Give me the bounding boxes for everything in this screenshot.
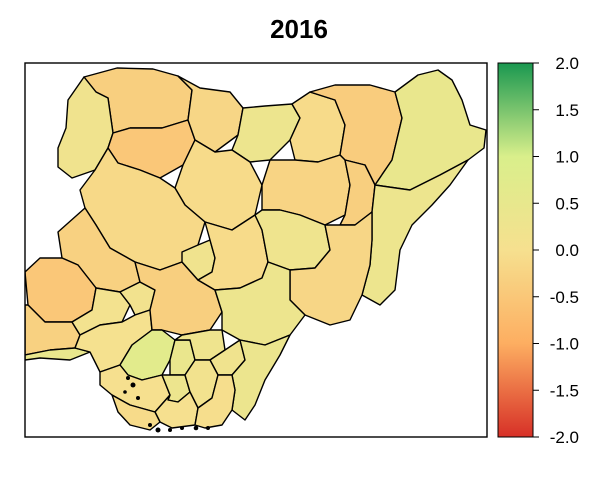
chart-title: 2016 — [270, 14, 328, 44]
region-taraba — [289, 211, 373, 326]
coastline-detail — [123, 376, 210, 433]
colorbar-tick-label: -1.5 — [550, 381, 579, 400]
region-bayelsa — [111, 394, 161, 431]
region-akwa-ibom — [194, 374, 236, 429]
colorbar-tick-label: -0.5 — [550, 288, 579, 307]
colorbar-tick-label: 0.5 — [555, 194, 579, 213]
region-cross-river — [231, 334, 291, 421]
colorbar-tick-label: 1.0 — [555, 148, 579, 167]
colorbar-tick-label: -1.0 — [550, 335, 579, 354]
region-borno — [374, 69, 487, 191]
region-rivers — [154, 391, 199, 429]
region-kebbi — [57, 76, 114, 179]
region-lagos — [25, 347, 91, 361]
colorbar: 2.0 1.5 1.0 0.5 0.0 -0.5 -1.0 -1.5 -2.0 — [497, 54, 579, 447]
colorbar-tick-label: -2.0 — [550, 428, 579, 447]
map-frame — [24, 62, 488, 438]
colorbar-gradient — [497, 62, 534, 438]
map-panel — [25, 67, 487, 433]
colorbar-tick-label: 0.0 — [555, 241, 579, 260]
colorbar-ticks: 2.0 1.5 1.0 0.5 0.0 -0.5 -1.0 -1.5 -2.0 — [533, 54, 579, 447]
region-kano — [231, 103, 301, 163]
colorbar-tick-label: 1.5 — [555, 101, 579, 120]
region-katsina — [177, 75, 244, 153]
colorbar-tick-label: 2.0 — [555, 54, 579, 73]
